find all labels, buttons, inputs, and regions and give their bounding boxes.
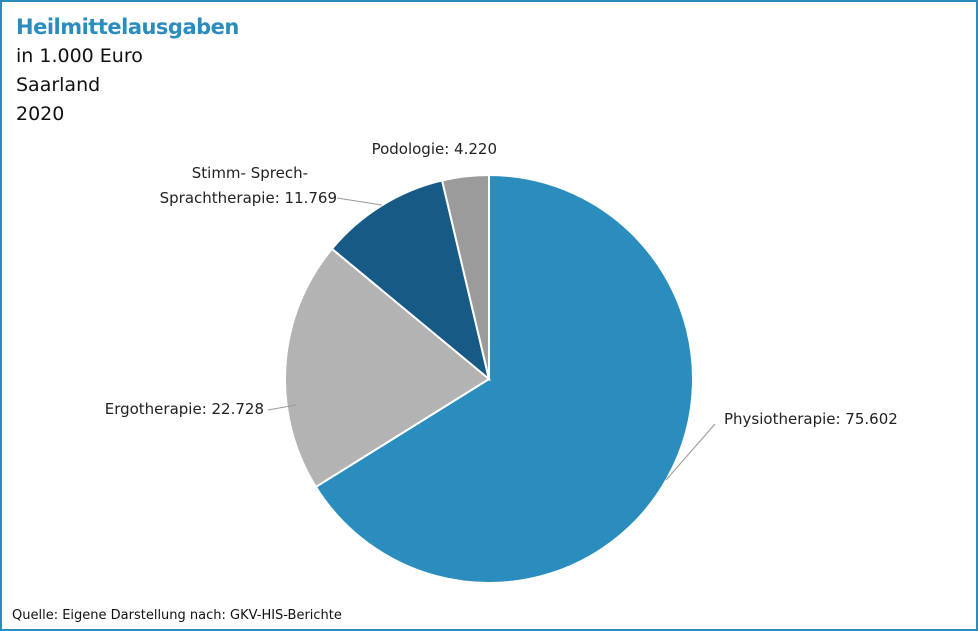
subtitle-unit: in 1.000 Euro <box>16 45 143 67</box>
chart-title: Heilmittelausgaben <box>16 15 239 39</box>
leader-line-physiotherapie <box>665 423 716 481</box>
data-label-podologie: Podologie: 4.220 <box>372 140 497 158</box>
leader-line-ergotherapie <box>267 404 297 411</box>
pie-slice-podologie <box>440 173 490 380</box>
pie-slice-stimm-sprech-sprachtherapie <box>330 179 491 382</box>
data-label-stimm-sprech-sprachtherapie-line-2: Sprachtherapie: 11.769 <box>160 189 337 207</box>
pie-slice-ergotherapie <box>284 247 491 489</box>
leader-line-stimm-sprech-sprachtherapie <box>336 197 383 206</box>
subtitle-year: 2020 <box>16 103 65 125</box>
data-label-stimm-sprech-sprachtherapie-line-1: Stimm- Sprech- <box>192 164 308 182</box>
data-label-ergotherapie: Ergotherapie: 22.728 <box>105 400 264 418</box>
title-block: Heilmittelausgaben in 1.000 Euro Saarlan… <box>16 12 239 129</box>
data-label-physiotherapie: Physiotherapie: 75.602 <box>724 410 898 428</box>
source-note: Quelle: Eigene Darstellung nach: GKV-HIS… <box>12 608 342 623</box>
subtitle-region: Saarland <box>16 74 101 96</box>
